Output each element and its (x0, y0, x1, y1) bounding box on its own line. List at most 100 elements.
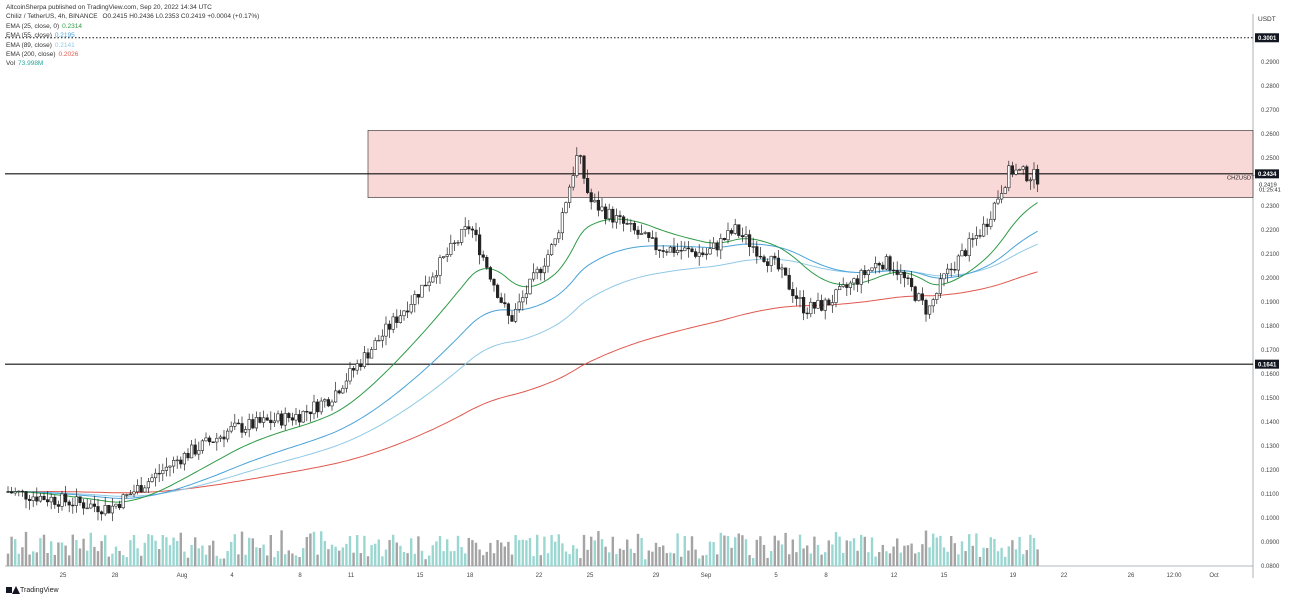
candle-body (71, 504, 75, 507)
candle-body (96, 506, 100, 513)
volume-bar (532, 556, 535, 566)
volume-bar (597, 531, 600, 566)
candle-body (330, 401, 334, 407)
volume-bar (989, 537, 992, 566)
volume-bar (791, 539, 794, 566)
candle-body (539, 268, 543, 274)
volume-bar (446, 539, 449, 566)
ema-89-line (8, 243, 1038, 497)
volume-bar (118, 550, 121, 566)
volume-bar (564, 551, 568, 566)
time-tick-label: 26 (1128, 573, 1135, 579)
candle-body (38, 495, 42, 502)
candle-body (765, 261, 770, 266)
current-price-label: 0.2419 (1259, 182, 1277, 188)
price-tick-label: 0.2200 (1261, 228, 1280, 234)
candle-body (686, 247, 690, 250)
volume-bar (392, 534, 395, 566)
candle-body (762, 256, 766, 262)
candle-body (308, 411, 313, 415)
candle-body (503, 302, 507, 305)
volume-bar (626, 539, 629, 566)
price-tick-label: 0.1900 (1261, 300, 1280, 306)
volume-bar (636, 533, 640, 566)
volume-bar (485, 551, 488, 566)
candle-body (337, 390, 341, 394)
volume-bar (734, 537, 737, 566)
volume-bar (604, 546, 607, 566)
candle-body (355, 363, 359, 371)
candle-body (369, 349, 374, 359)
volume-bar (165, 537, 168, 566)
indicator-row: EMA (25, close, 0) 0.2314 (6, 22, 259, 31)
volume-bar (748, 555, 751, 566)
volume-bar (795, 552, 798, 566)
volume-bar (752, 558, 755, 566)
candle-body (618, 215, 622, 218)
price-tick-label: 0.2100 (1261, 252, 1280, 258)
indicator-row: EMA (55, close) 0.2195 (6, 31, 259, 40)
volume-bar (1025, 550, 1028, 566)
indicator-row: EMA (200, close) 0.2026 (6, 50, 259, 59)
volume-bar (35, 552, 38, 566)
price-tick-label: 0.2700 (1261, 108, 1280, 114)
candle-body (215, 437, 219, 443)
volume-bar (831, 544, 834, 566)
candle-body (312, 401, 316, 415)
candle-body (740, 235, 744, 238)
candle-body (812, 301, 816, 309)
candle-body (1003, 187, 1007, 194)
volume-bar (647, 550, 650, 566)
candle-body (837, 286, 842, 291)
volume-bar (996, 551, 1000, 566)
volume-bar (878, 552, 881, 566)
volume-bar (230, 541, 233, 566)
candle-body (35, 496, 39, 502)
candle-body (1036, 169, 1040, 185)
volume-bar (330, 544, 334, 566)
volume-bar (694, 549, 697, 566)
volume-bar (824, 552, 827, 566)
candle-body (495, 284, 500, 298)
candle-body (366, 352, 370, 359)
candle-body (53, 496, 57, 505)
volume-bar (968, 534, 971, 566)
volume-bar (755, 539, 758, 566)
volume-bar (982, 547, 985, 566)
candle-body (456, 242, 460, 244)
candle-body (362, 352, 367, 367)
volume-bar (86, 550, 89, 566)
candle-body (891, 269, 896, 272)
volume-bar (482, 555, 485, 566)
candle-body (10, 491, 14, 494)
volume-bar (640, 537, 643, 566)
candle-body (834, 289, 838, 303)
currency-label: USDT (1258, 16, 1276, 23)
candle-body (661, 250, 665, 252)
candle-body (942, 273, 946, 280)
price-tick-label: 0.1000 (1261, 516, 1280, 522)
volume-bar (140, 555, 143, 566)
candle-body (589, 192, 593, 203)
volume-bar (366, 556, 370, 566)
candle-body (614, 215, 618, 223)
ema-200-line (8, 271, 1038, 494)
candle-body (100, 511, 104, 515)
candle-body (999, 193, 1004, 200)
candle-body (816, 300, 820, 309)
volume-bar (950, 535, 953, 566)
volume-bar (338, 550, 341, 566)
candle-body (114, 503, 118, 507)
volume-bar (388, 540, 391, 566)
tradingview-logo[interactable]: TradingView (6, 586, 59, 594)
volume-bar (273, 557, 276, 566)
candle-body (78, 496, 82, 503)
volume-bar (68, 555, 71, 566)
volume-bar (507, 541, 510, 566)
indicator-value: 73.998M (18, 60, 44, 68)
volume-bar (21, 547, 24, 566)
volume-bar (158, 549, 161, 566)
volume-bar (194, 537, 197, 566)
